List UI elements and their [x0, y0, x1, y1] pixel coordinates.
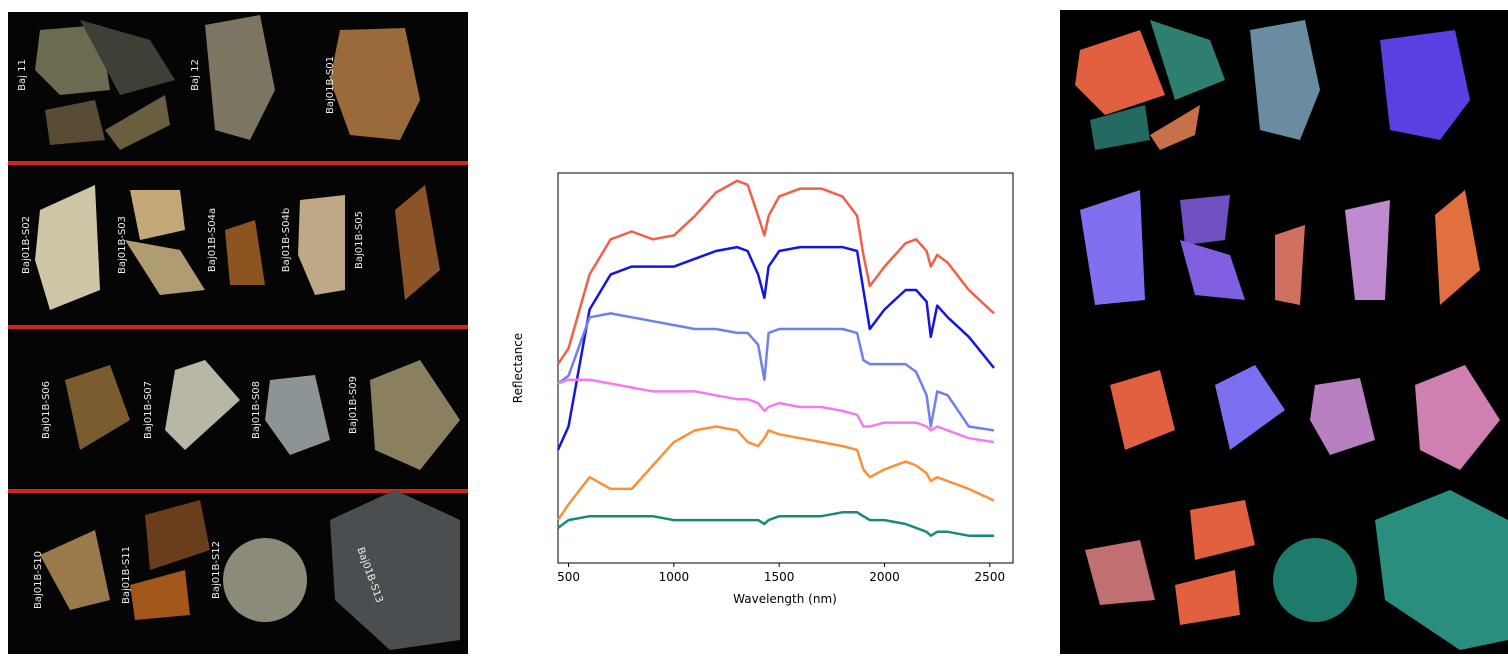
photo-label: Baj01B-S03: [117, 216, 128, 274]
photo-label: Baj01B-S08: [251, 381, 262, 439]
series-line: [557, 511, 994, 537]
series-line: [556, 245, 995, 451]
photo-label: Baj01B-S01: [325, 56, 336, 114]
y-axis-label: Reflectance: [511, 333, 525, 403]
x-tick-label: 500: [557, 570, 580, 584]
photo-label: Baj01B-S10: [33, 551, 44, 609]
photo-panel: [8, 12, 468, 654]
chart: Wavelength (nm) Reflectance 500 1000 1500 2…: [511, 172, 1014, 606]
x-tick-label: 1500: [764, 570, 795, 584]
series-line: [556, 425, 995, 521]
photo-label: Baj01B-S09: [348, 376, 359, 434]
photo-label: Baj01B-S04b: [281, 208, 292, 272]
photo-label: Baj 11: [17, 59, 28, 91]
photo-label: Baj 12: [190, 59, 201, 91]
x-tick-label: 1000: [659, 570, 690, 584]
series-line: [556, 179, 995, 365]
photo-label: Baj01B-S05: [354, 211, 365, 269]
x-tick-label: 2500: [975, 570, 1006, 584]
photo-label: Baj01B-S12: [211, 541, 222, 599]
plot-frame: [557, 172, 1014, 564]
x-axis-label: Wavelength (nm): [733, 592, 837, 606]
photo-label: Baj01B-S02: [21, 216, 32, 274]
classified-panel: [1060, 10, 1508, 654]
series-line: [557, 378, 995, 444]
photo-label: Baj01B-S06: [41, 381, 52, 439]
photo-label: Baj01B-S07: [143, 381, 154, 439]
photo-label: Baj01B-S04a: [207, 208, 218, 272]
series-line: [557, 312, 995, 432]
x-tick-label: 2000: [869, 570, 900, 584]
photo-label: Baj01B-S11: [121, 546, 132, 604]
